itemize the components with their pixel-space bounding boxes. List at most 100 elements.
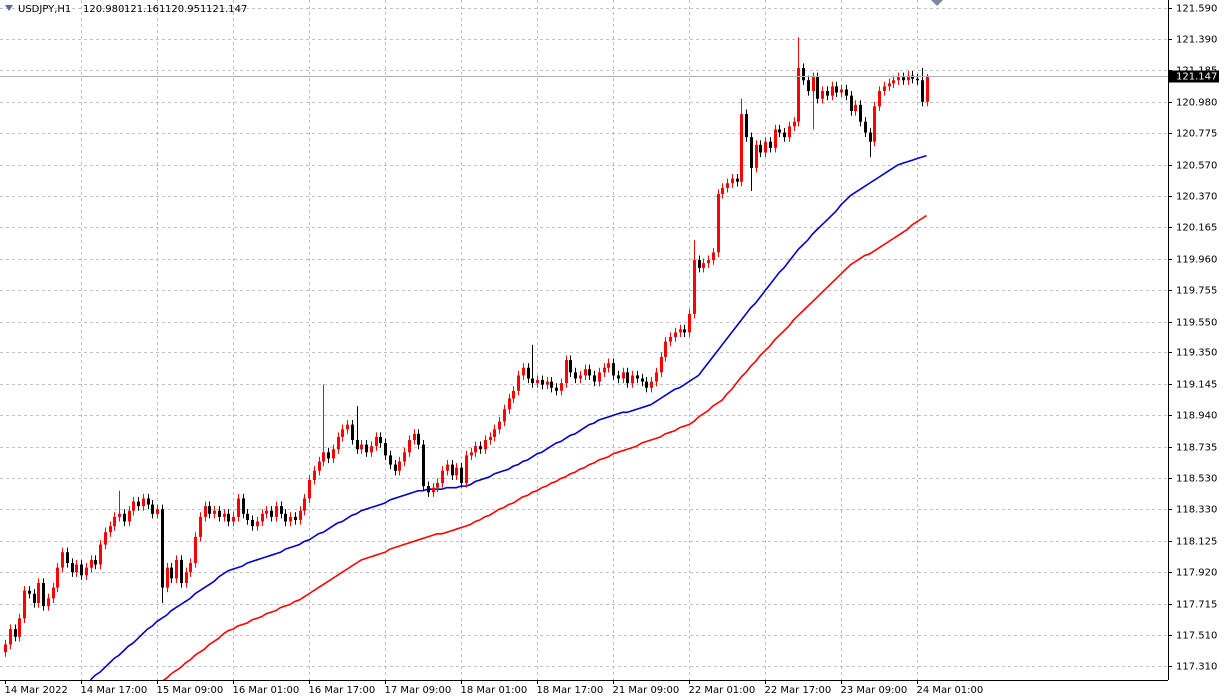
candle-body <box>522 367 525 376</box>
candle-body <box>270 510 273 517</box>
y-tick-label: 117.310 <box>1176 662 1217 673</box>
candle-body <box>104 532 107 545</box>
candle-body <box>280 506 283 514</box>
candle-body <box>641 378 644 382</box>
candle-body <box>175 559 178 579</box>
candle-body <box>707 260 710 264</box>
candle-body <box>603 367 606 373</box>
candle-body <box>631 375 634 384</box>
candle-body <box>94 559 97 565</box>
x-tick-label: 18 Mar 17:00 <box>537 685 604 696</box>
candle-body <box>360 444 363 450</box>
candle-body <box>655 372 658 382</box>
candle-body <box>42 582 45 607</box>
candle-body <box>493 429 496 437</box>
candle-body <box>479 446 482 450</box>
candle-body <box>432 487 435 493</box>
candle-body <box>474 446 477 453</box>
candle-body <box>888 83 891 87</box>
candle-body <box>555 387 558 391</box>
candle-body <box>52 587 55 599</box>
header-ohlc: 121.161 <box>124 4 165 15</box>
candle-body <box>726 183 729 188</box>
candle-body <box>308 479 311 499</box>
candle-body <box>617 375 620 379</box>
candle-body <box>650 381 653 388</box>
candle-body <box>660 356 663 373</box>
x-tick-label: 21 Mar 09:00 <box>613 685 680 696</box>
candle-body <box>717 194 720 253</box>
candle-body <box>593 375 596 382</box>
candle-body <box>759 144 762 153</box>
header-ohlc: 121.147 <box>206 4 247 15</box>
candle-body <box>66 552 69 564</box>
header-ohlc: 120.980 <box>83 4 124 15</box>
candle-body <box>365 444 368 453</box>
candle-body <box>61 552 64 568</box>
candle-body <box>892 80 895 84</box>
candle-body <box>85 567 88 576</box>
candle-body <box>797 67 800 122</box>
candle-body <box>223 513 226 517</box>
one-click-arrow[interactable] <box>931 0 943 6</box>
candle-body <box>736 178 739 182</box>
candle-body <box>185 572 188 583</box>
y-tick-label: 121.390 <box>1176 35 1217 46</box>
candle-body <box>218 510 221 517</box>
candle-body <box>683 329 686 333</box>
candle-body <box>669 337 672 342</box>
candle-body <box>322 452 325 462</box>
candle-body <box>470 452 473 456</box>
candle-body <box>327 452 330 459</box>
x-tick-label: 22 Mar 17:00 <box>765 685 832 696</box>
candle-body <box>189 563 192 573</box>
candle-body <box>873 106 876 142</box>
moving-average-line <box>89 154 927 680</box>
candle-body <box>560 383 563 391</box>
candle-body <box>109 526 112 533</box>
candle-body <box>204 506 207 517</box>
candle-body <box>4 644 7 653</box>
candle-body <box>541 380 544 385</box>
candle-body <box>859 104 862 122</box>
candle-body <box>527 367 530 379</box>
candle-body <box>693 260 696 314</box>
candle-body <box>208 506 211 514</box>
candle-body <box>902 77 905 81</box>
candle-body <box>166 567 169 588</box>
y-tick-label: 119.550 <box>1176 318 1217 329</box>
y-tick-label: 121.590 <box>1176 4 1217 15</box>
y-tick-label: 119.960 <box>1176 255 1217 266</box>
candle-body <box>835 86 838 93</box>
candle-body <box>845 89 848 96</box>
candle-body <box>242 498 245 514</box>
candle-body <box>674 332 677 338</box>
candle-body <box>897 77 900 81</box>
candle-body <box>745 114 748 138</box>
candle-body <box>498 421 501 430</box>
moving-average-line <box>162 214 927 680</box>
candle-body <box>37 582 40 603</box>
candle-body <box>512 390 515 399</box>
x-tick-label: 17 Mar 09:00 <box>385 685 452 696</box>
candle-body <box>346 424 349 430</box>
x-tick-label: 24 Mar 01:00 <box>917 685 984 696</box>
candle-body <box>123 513 126 522</box>
candle-body <box>916 78 919 81</box>
candle-body <box>807 80 810 92</box>
candle-body <box>688 313 691 333</box>
x-tick-label: 16 Mar 01:00 <box>233 685 300 696</box>
candle-body <box>864 121 867 133</box>
x-tick-label: 22 Mar 01:00 <box>689 685 756 696</box>
candle-body <box>275 506 278 517</box>
candle-body <box>774 129 777 148</box>
candle-body <box>579 375 582 379</box>
candle-body <box>318 461 321 471</box>
candle-body <box>422 444 425 487</box>
candle-body <box>788 126 791 138</box>
candle-body <box>199 516 202 537</box>
candle-body <box>142 498 145 507</box>
candle-body <box>284 513 287 522</box>
candle-body <box>90 559 93 568</box>
